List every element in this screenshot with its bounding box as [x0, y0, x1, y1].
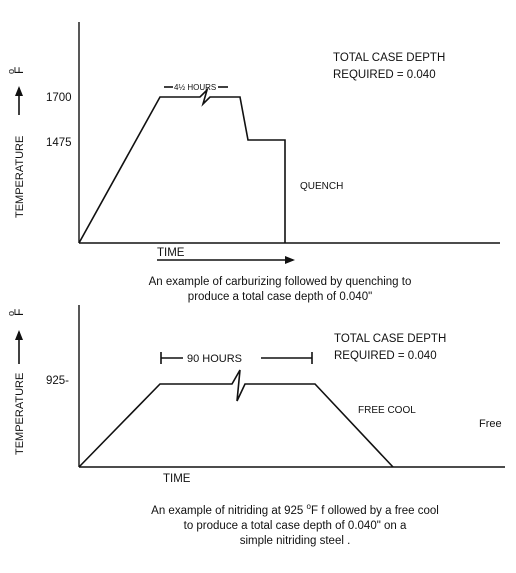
bottom-caption-line-1: An example of nitriding at 925 oF f ollo… [90, 499, 500, 519]
top-case-depth-required: REQUIRED = 0.040 [333, 69, 436, 81]
top-x-label: TIME [157, 247, 185, 259]
top-caption-line-1: An example of carburizing followed by qu… [148, 276, 412, 288]
bottom-degree-symbol: o [6, 311, 16, 316]
nitriding-diagram: TEMPERATURE o F 925- 90 HOURS TOTAL CASE… [6, 305, 505, 485]
top-unit-letter: F [12, 67, 26, 74]
bottom-caption-degree: o [306, 502, 311, 511]
bottom-case-depth-title: TOTAL CASE DEPTH [334, 333, 446, 345]
top-hold-label: 4½ HOURS [174, 83, 216, 92]
bottom-x-label: TIME [163, 473, 191, 485]
top-tick-1700: 1700 [46, 92, 72, 104]
bottom-tick-925: 925- [46, 375, 69, 387]
top-temperature-profile [78, 87, 286, 244]
top-caption: An example of carburizing followed by qu… [90, 275, 470, 305]
bottom-hold-label: 90 HOURS [187, 353, 242, 365]
top-y-label: TEMPERATURE [14, 136, 26, 218]
bottom-unit-letter: F [12, 309, 26, 316]
top-case-depth-title: TOTAL CASE DEPTH [333, 52, 445, 64]
bottom-case-depth-required: REQUIRED = 0.040 [334, 350, 437, 362]
bottom-y-label: TEMPERATURE [14, 373, 26, 455]
top-caption-line-2: produce a total case depth of 0.040" [187, 291, 373, 303]
bottom-caption: An example of nitriding at 925 oF f ollo… [90, 499, 500, 549]
quench-label: QUENCH [300, 181, 343, 192]
bottom-caption-part-b: F f ollowed by a free cool [310, 504, 439, 517]
bottom-caption-line-3: simple nitriding steel . [239, 534, 351, 547]
free-label: Free [479, 418, 502, 430]
top-tick-1475: 1475 [46, 137, 72, 149]
top-degree-symbol: o [6, 69, 16, 74]
free-cool-label: FREE COOL [358, 405, 416, 416]
bottom-caption-line-2: to produce a total case depth of 0.040" … [183, 519, 407, 532]
bottom-temperature-profile [78, 369, 394, 468]
carburizing-diagram: TEMPERATURE o F 1700 1475 4½ HOURS TOTAL… [6, 22, 500, 264]
bottom-caption-part-a: An example of nitriding at 925 [151, 504, 304, 517]
